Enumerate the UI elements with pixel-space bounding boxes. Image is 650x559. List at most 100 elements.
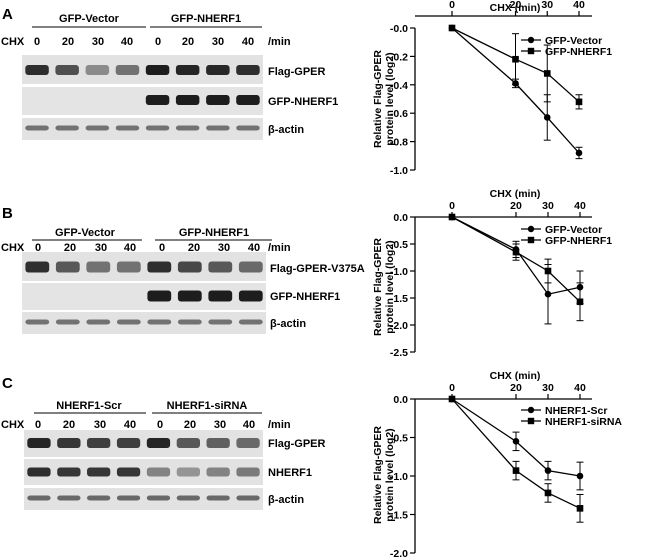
time-label: 30: [95, 242, 107, 254]
blot-band: [57, 438, 81, 448]
group-label-a-2: GFP-NHERF1: [171, 13, 241, 25]
chart-ticks: 0.0 -0.5 -1.0 -1.5 -2.0 -2.5 0 20 30 40 CHX (min) R…: [372, 188, 586, 359]
blot-band: [146, 467, 171, 477]
blot-band: [87, 495, 111, 501]
blot-band: [147, 261, 172, 273]
time-label: 0: [35, 242, 41, 254]
blot-band: [175, 65, 200, 75]
blot-band: [147, 319, 172, 325]
blot-band: [176, 438, 200, 448]
data-point: [544, 290, 552, 298]
blot-band: [55, 319, 80, 325]
x-tick-label: 30: [542, 200, 554, 212]
chx-label-c: CHX: [1, 419, 25, 431]
x-tick-label: 0: [449, 382, 455, 394]
group-label-b-2: GFP-NHERF1: [179, 227, 249, 239]
group-label-c-2: NHERF1-siRNA: [167, 400, 248, 412]
y-tick-label: -0.5: [390, 239, 408, 251]
x-tick-label: 0: [449, 200, 455, 212]
legend-label: GFP-Vector: [545, 35, 602, 47]
y-tick-label: -1.0: [390, 471, 408, 483]
y-tick-label: -0.8: [390, 137, 408, 149]
x-tick-label: 20: [510, 382, 522, 394]
blot-band: [206, 65, 230, 75]
blot-band: [236, 495, 260, 501]
blot-band: [145, 95, 170, 105]
blot-bands-a-3: [25, 125, 260, 131]
y-tick-label: -0.4: [390, 80, 408, 92]
chart-axes: [414, 15, 592, 170]
blot-band: [116, 467, 141, 477]
blot-band: [27, 467, 51, 477]
legend-label: NHERF1-siRNA: [545, 416, 622, 428]
x-tick-label: 30: [542, 382, 554, 394]
blot-band: [208, 261, 233, 273]
chx-label-b: CHX: [1, 242, 25, 254]
blot-band: [25, 319, 50, 325]
blot-bands-b-1: [25, 261, 263, 273]
series-line-1: [451, 27, 580, 103]
blot-strip-c-3: [24, 488, 263, 510]
blot-band: [55, 125, 79, 131]
blot-band: [236, 65, 260, 75]
legend-label: NHERF1-Scr: [545, 405, 607, 417]
time-label: 0: [155, 36, 161, 48]
y-tick-label: -0.2: [390, 51, 408, 63]
blot-band: [87, 467, 111, 477]
data-point: [543, 70, 551, 77]
time-label: 20: [64, 242, 76, 254]
data-point: [544, 267, 552, 275]
time-label: 30: [94, 419, 106, 431]
blot-label-b-1: Flag-GPER-V375A: [270, 263, 365, 275]
blot-label-b-2: GFP-NHERF1: [270, 291, 340, 303]
legend-marker: [527, 225, 535, 233]
y-tick-label: -2.0: [390, 320, 408, 332]
y-tick-label: -0.0: [390, 23, 408, 35]
y-tick-label: -1.0: [390, 266, 408, 278]
blot-band: [85, 65, 110, 75]
y-tick-label: -1.5: [390, 510, 408, 522]
blot-bands-c-2: [27, 467, 260, 477]
y-axis-title-line: Relative Flag-GPER: [372, 426, 384, 524]
blot-band: [25, 125, 49, 131]
blot-bands-a-2: [145, 95, 260, 105]
time-label: 40: [242, 36, 254, 48]
data-point: [448, 24, 456, 32]
time-label: 0: [159, 242, 165, 254]
blot-band: [175, 125, 200, 131]
blot-bands-a-1: [25, 65, 260, 75]
legend-marker: [527, 417, 535, 425]
blot-band: [115, 65, 140, 75]
blot-band: [236, 438, 260, 448]
blot-band: [57, 495, 81, 501]
blot-band: [55, 65, 79, 75]
x-tick-label: 40: [574, 200, 586, 212]
time-label: 20: [188, 242, 200, 254]
blot-band: [176, 467, 200, 477]
data-point: [544, 467, 552, 474]
blot-band: [25, 261, 50, 273]
y-tick-label: -2.0: [390, 548, 408, 559]
x-tick-label: 40: [574, 382, 586, 394]
group-label-a-1: GFP-Vector: [59, 13, 120, 25]
data-point: [575, 98, 583, 106]
legend-marker: [527, 236, 535, 244]
data-point: [448, 213, 456, 221]
time-label: 20: [63, 419, 75, 431]
time-label: 30: [92, 36, 104, 48]
time-label: 40: [243, 419, 255, 431]
x-tick-label: 0: [449, 0, 455, 11]
blot-bands-c-1: [27, 438, 260, 448]
blot-band: [85, 125, 110, 131]
series-line-0: [451, 27, 580, 154]
data-point: [576, 472, 584, 480]
blot-band: [146, 495, 171, 501]
legend-label: GFP-NHERF1: [545, 235, 612, 247]
series-line-0: [451, 216, 581, 295]
y-axis-title-line: protein level (log2): [384, 52, 396, 145]
blot-band: [208, 319, 233, 325]
unit-label-a: /min: [268, 36, 291, 48]
x-tick-label: 20: [510, 0, 522, 11]
blot-band: [27, 438, 51, 448]
